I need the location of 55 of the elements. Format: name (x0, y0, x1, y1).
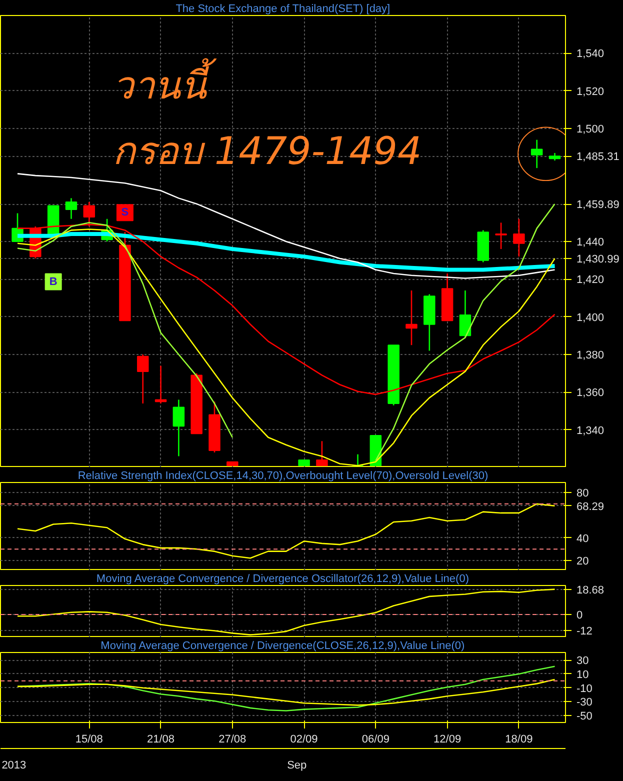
x-tick-label: 02/09 (290, 734, 318, 746)
candlestick (172, 399, 185, 457)
chart-title: Relative Strength Index(CLOSE,14,30,70),Overbought Level(70),Oversold Level(30) (78, 470, 488, 482)
candlestick (530, 139, 543, 169)
data-label: B (49, 276, 58, 288)
y-tick-label: 1,459.89 (576, 199, 620, 212)
x-tick-label: 06/09 (362, 734, 390, 746)
candlestick (406, 290, 418, 346)
y-tick-label: 1,340 (576, 424, 604, 437)
text: 2013 (2, 760, 26, 772)
y-tick-label: 1,400 (576, 312, 604, 324)
y-tick-label: 1,540 (576, 48, 604, 60)
y-tick-label: 1,420 (576, 274, 604, 286)
candlestick (316, 440, 328, 466)
y-tick-label: 10 (576, 668, 589, 681)
y-tick-label: 20 (576, 555, 589, 568)
candlestick (154, 365, 167, 404)
candlestick (65, 198, 78, 220)
chart-title: Moving Average Convergence / Divergence(CLOSE,26,12,9),Value Line(0) (100, 640, 465, 652)
y-tick-label: 1,380 (576, 350, 604, 362)
y-tick-label: 1,520 (576, 86, 604, 98)
text: Sep (287, 760, 307, 772)
y-tick-label: 40 (576, 532, 589, 545)
x-tick-label: 15/08 (75, 734, 103, 746)
y-tick-label: -12 (576, 626, 592, 638)
annotation: กรอบ 1479-1494 (112, 129, 422, 174)
candlestick (513, 218, 525, 258)
x-tick-label: 12/09 (434, 734, 462, 746)
annotation: วานนี้ (112, 58, 218, 108)
y-tick-label: 1,485.31 (576, 151, 620, 164)
candlestick (495, 222, 507, 250)
candlestick (459, 290, 472, 338)
data-label: S (121, 206, 129, 219)
y-tick-label: 1,440 (576, 236, 604, 248)
y-tick-label: -30 (576, 696, 592, 709)
chart-title: Moving Average Convergence / Divergence Oscillator(26,12,9),Value Line(0) (96, 573, 469, 585)
y-tick-label: 68.29 (576, 500, 604, 513)
y-tick-label: -10 (576, 682, 592, 695)
line-series (16, 678, 556, 706)
chart-title: The Stock Exchange of Thailand(SET) [day] (176, 3, 390, 15)
y-tick-label: 18.68 (576, 584, 604, 596)
y-tick-label: -50 (576, 710, 592, 723)
x-tick-label: 21/08 (147, 734, 175, 746)
y-tick-label: 1,360 (576, 387, 604, 400)
line-series (16, 173, 556, 279)
candlestick (136, 354, 149, 404)
line-series (16, 503, 556, 559)
y-tick-label: 0 (576, 610, 583, 622)
x-tick-label: 18/09 (505, 734, 533, 746)
y-tick-label: 80 (576, 488, 589, 500)
line-series (16, 666, 556, 712)
y-tick-label: 30 (576, 655, 589, 668)
y-tick-label: 1,500 (576, 124, 604, 136)
y-tick-label: 1,430.99 (576, 253, 620, 266)
x-tick-label: 27/08 (218, 734, 246, 746)
